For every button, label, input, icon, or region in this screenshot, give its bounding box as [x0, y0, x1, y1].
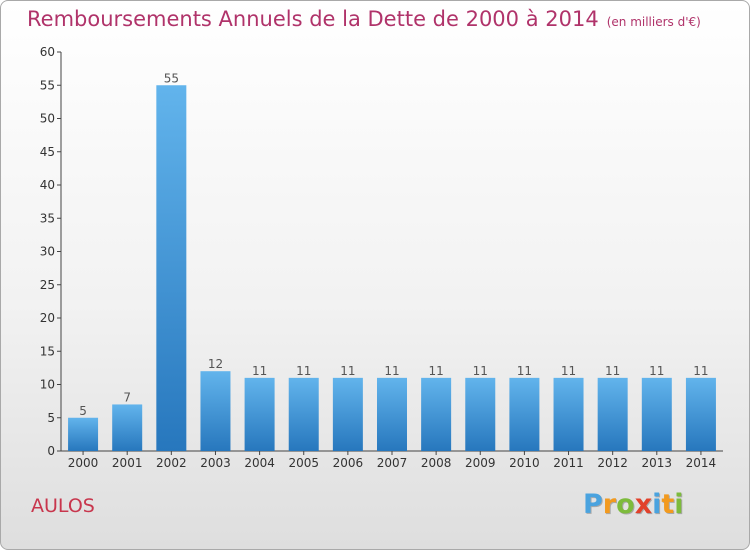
- x-tick-label: 2014: [686, 456, 717, 470]
- y-tick-label: 60: [40, 45, 55, 59]
- bar: [244, 377, 275, 451]
- y-tick-label: 45: [40, 145, 55, 159]
- x-tick-label: 2002: [156, 456, 187, 470]
- y-tick-label: 50: [40, 112, 55, 126]
- y-tick-label: 40: [40, 178, 55, 192]
- logo-letter: t: [661, 489, 675, 520]
- bar: [332, 377, 363, 451]
- commune-name: AULOS: [31, 495, 95, 517]
- bars: [68, 85, 716, 451]
- y-tick-label: 0: [47, 444, 55, 458]
- data-label: 7: [123, 390, 131, 404]
- proxiti-logo: Proxiti: [583, 489, 684, 520]
- x-tick-label: 2000: [68, 456, 99, 470]
- logo-letter: o: [616, 489, 635, 520]
- data-label: 11: [252, 364, 267, 378]
- bar: [421, 377, 452, 451]
- data-label: 11: [473, 364, 488, 378]
- bar: [685, 377, 716, 451]
- bar: [288, 377, 319, 451]
- data-label: 11: [296, 364, 311, 378]
- data-label: 11: [693, 364, 708, 378]
- x-tick-label: 2009: [465, 456, 496, 470]
- y-tick-label: 35: [40, 211, 55, 225]
- x-tick-label: 2008: [421, 456, 452, 470]
- data-label: 11: [605, 364, 620, 378]
- logo-letter: i: [652, 489, 662, 520]
- logo-letter: P: [583, 489, 603, 520]
- bar: [156, 85, 187, 451]
- bar: [465, 377, 496, 451]
- axes: 0 5 10 15 20 25 30 35 40 45 50 55 60 2000 2001 2002 2003…: [40, 45, 723, 470]
- x-tick-label: 2013: [642, 456, 673, 470]
- x-tick-label: 2004: [244, 456, 275, 470]
- bar: [509, 377, 540, 451]
- x-tick-label: 2005: [288, 456, 319, 470]
- y-tick-label: 20: [40, 311, 55, 325]
- bar: [641, 377, 672, 451]
- data-label: 11: [340, 364, 355, 378]
- y-tick-label: 15: [40, 344, 55, 358]
- data-label: 11: [517, 364, 532, 378]
- bar: [553, 377, 584, 451]
- x-tick-label: 2006: [333, 456, 364, 470]
- x-tick-label: 2010: [509, 456, 540, 470]
- bar: [68, 417, 99, 451]
- bar: [200, 371, 231, 451]
- x-tick-label: 2011: [553, 456, 584, 470]
- logo-letter: x: [634, 489, 653, 520]
- bar: [597, 377, 628, 451]
- logo-letter: i: [674, 489, 684, 520]
- chart-title-text: Remboursements Annuels de la Dette de 20…: [27, 7, 599, 31]
- data-label: 11: [384, 364, 399, 378]
- x-tick-label: 2012: [597, 456, 628, 470]
- data-label: 12: [208, 357, 223, 371]
- y-tick-label: 5: [47, 411, 55, 425]
- y-tick-label: 30: [40, 245, 55, 259]
- data-label: 5: [79, 404, 87, 418]
- chart-title: Remboursements Annuels de la Dette de 20…: [27, 7, 701, 31]
- chart-unit: (en milliers d'€): [606, 15, 701, 29]
- y-tick-label: 55: [40, 78, 55, 92]
- bar: [377, 377, 407, 451]
- data-label: 11: [561, 364, 576, 378]
- x-tick-label: 2003: [200, 456, 231, 470]
- x-tick-label: 2001: [112, 456, 143, 470]
- y-tick-label: 10: [40, 378, 55, 392]
- data-label: 11: [649, 364, 664, 378]
- logo-letter: r: [602, 489, 617, 520]
- data-labels: 5 7 55 12 11 11 11 11 11 11 11 11 11 11 11: [79, 71, 708, 418]
- bar: [112, 404, 143, 451]
- data-label: 11: [428, 364, 443, 378]
- data-label: 55: [164, 71, 179, 85]
- y-tick-label: 25: [40, 278, 55, 292]
- x-tick-label: 2007: [377, 456, 408, 470]
